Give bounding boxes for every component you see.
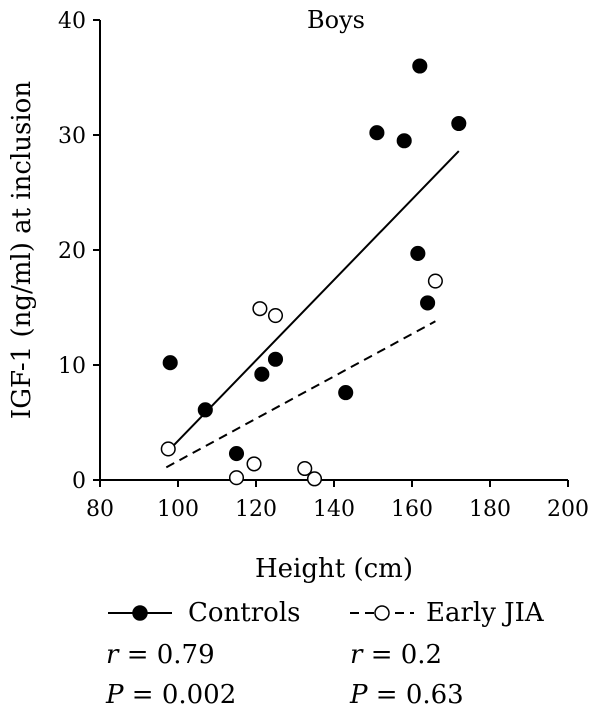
point-controls xyxy=(254,366,270,382)
y-tick-label: 20 xyxy=(58,239,86,264)
point-early-jia xyxy=(297,460,313,477)
axes xyxy=(93,19,569,487)
data-points xyxy=(160,58,467,487)
point-early-jia xyxy=(267,308,284,324)
point-controls xyxy=(228,446,245,462)
p-value-early-jia: = 0.63 xyxy=(375,680,464,710)
point-controls xyxy=(369,125,385,141)
x-tick-label: 80 xyxy=(86,497,114,522)
p-symbol-controls: P xyxy=(106,680,124,710)
point-controls xyxy=(338,385,354,401)
legend: Controls Early JIA r = 0.79 P = 0.002 r … xyxy=(0,590,591,718)
fit-lines xyxy=(165,150,460,469)
point-controls xyxy=(412,58,428,74)
point-early-jia xyxy=(246,456,262,472)
fit-line-controls xyxy=(169,150,460,450)
y-tick-label: 30 xyxy=(58,124,86,149)
point-early-jia xyxy=(252,301,268,317)
chart-title: Boys xyxy=(307,6,365,34)
p-value-controls: = 0.002 xyxy=(131,680,237,710)
point-early-jia xyxy=(306,471,323,487)
p-stat-controls: P = 0.002 xyxy=(106,680,236,710)
y-tick-label: 0 xyxy=(72,469,86,494)
y-tick-label: 40 xyxy=(58,9,86,34)
point-controls xyxy=(162,355,178,371)
y-axis-title: IGF-1 (ng/ml) at inclusion xyxy=(7,81,37,419)
x-tick-label: 120 xyxy=(235,497,277,522)
r-value-early-jia: = 0.2 xyxy=(370,640,443,670)
legend-label-controls: Controls xyxy=(188,598,301,628)
point-controls xyxy=(451,115,467,132)
point-early-jia xyxy=(228,470,245,486)
point-early-jia xyxy=(160,441,176,457)
x-tick-label: 100 xyxy=(157,497,199,522)
r-value-controls: = 0.79 xyxy=(126,640,215,670)
legend-marker-early-jia xyxy=(350,605,414,621)
x-tick-label: 160 xyxy=(391,497,433,522)
point-controls xyxy=(267,351,284,367)
p-stat-early-jia: P = 0.63 xyxy=(350,680,464,710)
legend-label-early-jia: Early JIA xyxy=(426,598,544,628)
r-stat-controls: r = 0.79 xyxy=(106,640,215,670)
legend-marker-controls xyxy=(108,605,172,621)
x-tick-label: 200 xyxy=(547,497,589,522)
r-symbol-early-jia: r xyxy=(350,640,363,670)
scatter-chart: Boys 80 100 120 140 160 180 200 0 10 20 30 40 Heigh… xyxy=(7,6,589,584)
point-controls xyxy=(410,245,426,261)
tick-labels: 80 100 120 140 160 180 200 0 10 20 30 40 xyxy=(58,9,589,522)
x-tick-label: 180 xyxy=(469,497,511,522)
point-controls xyxy=(396,133,412,149)
y-tick-label: 10 xyxy=(58,354,86,379)
x-tick-label: 140 xyxy=(313,497,355,522)
legend-item-controls: Controls xyxy=(106,598,300,628)
r-stat-early-jia: r = 0.2 xyxy=(350,640,442,670)
legend-item-early-jia: Early JIA xyxy=(348,598,544,628)
p-symbol-early-jia: P xyxy=(350,680,368,710)
point-early-jia xyxy=(427,273,443,289)
fit-line-early-jia xyxy=(165,320,436,469)
r-symbol-controls: r xyxy=(106,640,119,670)
x-axis-title: Height (cm) xyxy=(255,554,413,584)
point-controls xyxy=(420,295,436,311)
point-controls xyxy=(197,402,213,418)
